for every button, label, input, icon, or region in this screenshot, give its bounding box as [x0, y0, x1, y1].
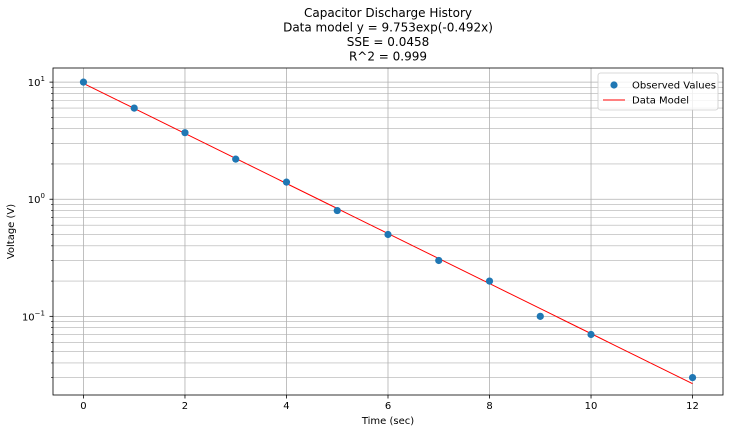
legend-label: Observed Values [632, 81, 716, 92]
data-point [587, 330, 595, 339]
y-tick-label: 10−1 [22, 309, 45, 323]
x-tick-label: 0 [80, 401, 86, 412]
data-point [536, 312, 544, 320]
plot-series [79, 78, 697, 385]
title-line-1: Data model y = 9.753exp(-0.492x) [283, 21, 493, 35]
data-point [282, 178, 291, 186]
data-point [384, 230, 392, 239]
x-tick-label: 12 [686, 401, 699, 412]
y-tick-label: 101 [28, 75, 45, 89]
title-line-3: R^2 = 0.999 [349, 50, 427, 64]
data-point [485, 277, 494, 285]
y-axis-label: Voltage (V) [6, 204, 17, 259]
data-point [435, 256, 443, 265]
x-tick-label: 4 [283, 401, 289, 412]
x-tick-label: 2 [182, 401, 188, 412]
data-point [333, 206, 341, 215]
data-point [79, 78, 88, 86]
x-tick-label: 6 [385, 401, 391, 412]
x-tick-label: 8 [486, 401, 492, 412]
x-axis-label: Time (sec) [361, 416, 414, 427]
legend-box [597, 72, 719, 111]
legend-marker-observed [610, 81, 618, 89]
legend: Observed Values Data Model [597, 72, 719, 111]
axis-ticks: 0 2 4 6 8 10 12 10−1 100 101 [22, 75, 699, 412]
legend-label: Data Model [632, 96, 689, 107]
data-point [181, 129, 189, 137]
data-point [688, 373, 697, 382]
x-tick-label: 10 [585, 401, 598, 412]
data-point [232, 155, 240, 163]
data-point [130, 104, 138, 112]
title-line-0: Capacitor Discharge History [304, 6, 472, 20]
y-tick-label: 100 [28, 192, 45, 206]
title-line-2: SSE = 0.0458 [347, 35, 430, 49]
